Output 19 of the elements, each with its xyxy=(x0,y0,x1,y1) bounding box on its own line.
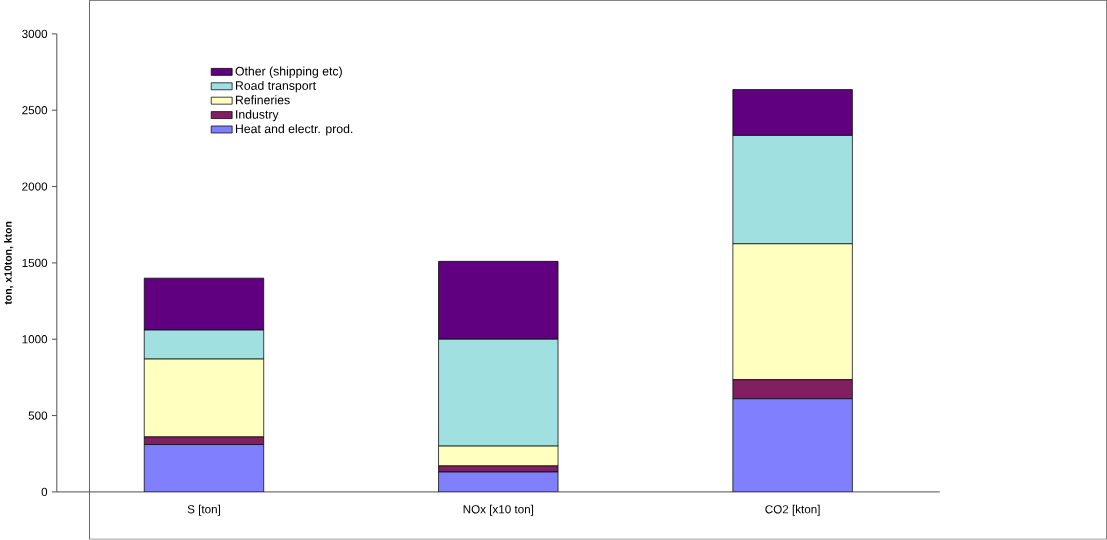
x-tick-label: CO2 [kton] xyxy=(765,505,820,516)
bar xyxy=(732,398,853,493)
y-tick-label: 2500 xyxy=(22,106,48,115)
y-tick-label: 0 xyxy=(41,487,48,497)
legend-label: Heat and electr. prod. xyxy=(235,124,353,136)
y-axis-title: ton, x10ton, kton xyxy=(4,222,14,305)
y-tick-label: 500 xyxy=(28,411,48,420)
legend-label: Road transport xyxy=(235,81,316,93)
bar xyxy=(143,444,265,493)
legend-label: Other (shipping etc) xyxy=(235,66,342,79)
x-tick-label: S [ton] xyxy=(187,505,220,516)
y-tick-label: 2000 xyxy=(22,182,48,191)
legend-label: Industry xyxy=(236,109,279,122)
y-tick-label: 1000 xyxy=(22,335,48,344)
bar xyxy=(438,471,559,493)
legend-label: Refineries xyxy=(235,95,290,105)
x-tick-label: NOx [x10 ton] xyxy=(463,505,534,516)
y-tick-label: 1500 xyxy=(22,258,48,268)
y-tick-label: 3000 xyxy=(22,29,48,39)
